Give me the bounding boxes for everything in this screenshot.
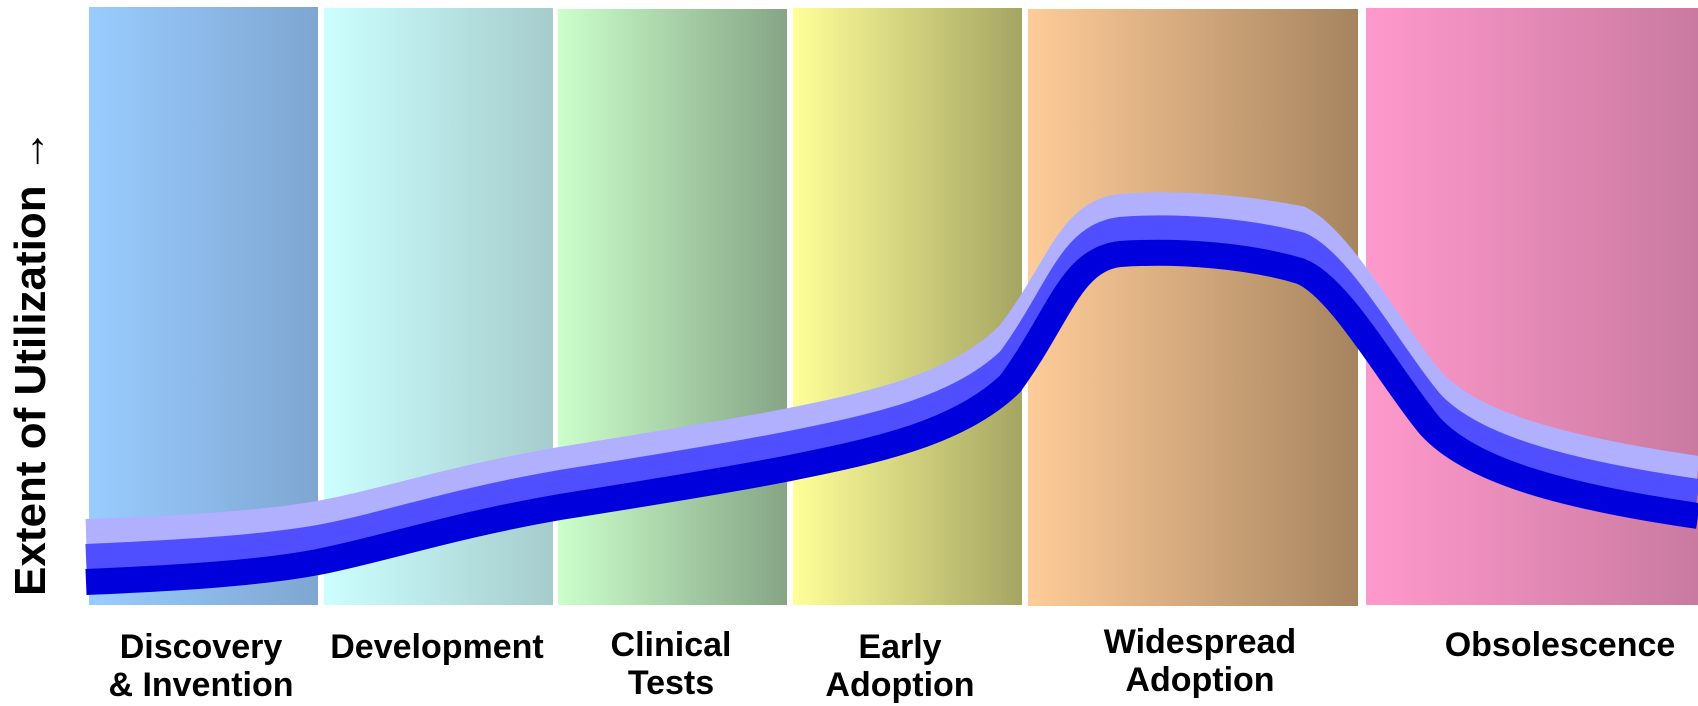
stage-band-clinical-tests [558,9,787,605]
stage-label-early-adoption: Early Adoption [825,628,975,704]
y-axis-label: Extent of Utilization → [6,129,56,596]
up-arrow-icon: → [6,129,55,174]
stage-label-obsolescence: Obsolescence [1444,626,1676,664]
stage-label-discovery: Discovery & Invention [108,628,294,704]
stage-band-widespread-adoption [1028,9,1358,606]
utilization-curve-inner [85,239,1698,595]
stage-label-clinical-tests: Clinical Tests [610,626,732,702]
stage-label-widespread-adoption: Widespread Adoption [1103,623,1297,699]
stage-bands [89,7,1698,606]
y-axis-label-text: Extent of Utilization [6,185,55,596]
stage-band-early-adoption [793,8,1022,605]
utilization-curve-middle [85,215,1698,570]
stage-band-discovery [89,7,318,605]
stage-label-development: Development [330,628,544,666]
utilization-curve [85,192,1698,595]
